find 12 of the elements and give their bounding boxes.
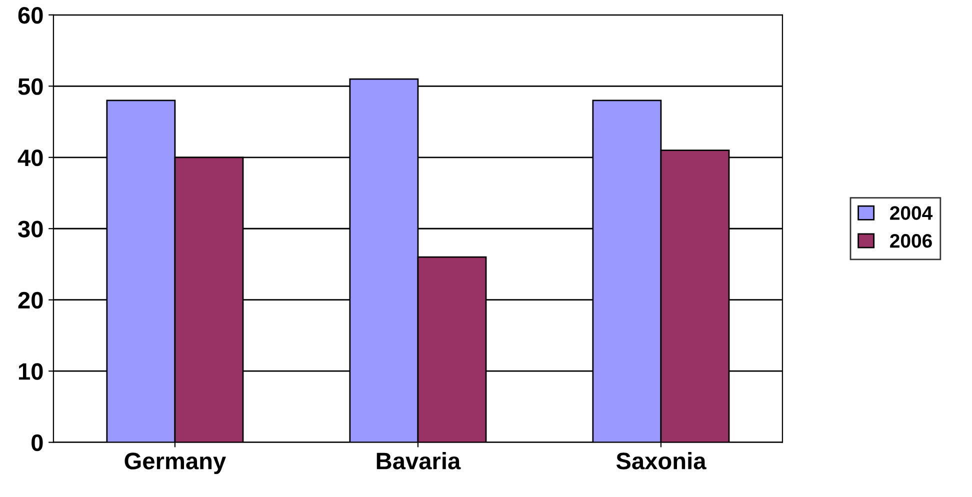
y-tick-label: 10 <box>18 363 43 380</box>
y-tick-label: 30 <box>18 220 43 238</box>
y-tick-label: 20 <box>18 292 43 309</box>
x-tick-label: Saxonia <box>616 452 706 470</box>
x-tick-label: Bavaria <box>376 452 461 470</box>
y-tick-label: 60 <box>18 6 43 24</box>
x-tick-label: Germany <box>124 452 226 474</box>
y-tick-label: 0 <box>32 434 43 452</box>
y-tick-label: 40 <box>18 149 43 166</box>
legend-label: 2006 <box>890 234 932 248</box>
y-tick-label: 50 <box>18 78 43 95</box>
legend-label: 2004 <box>890 206 933 220</box>
